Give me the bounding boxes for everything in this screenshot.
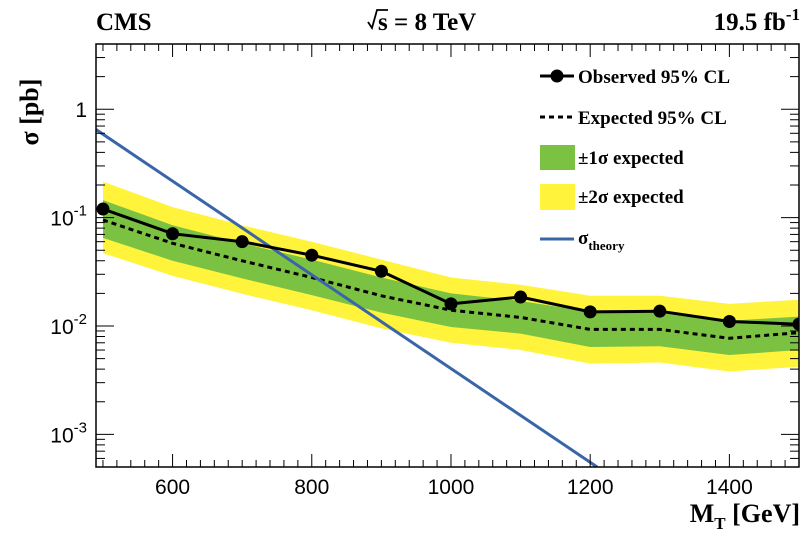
x-tick-label: 800: [294, 476, 329, 499]
x-axis-title-rest: [GeV]: [726, 499, 800, 528]
legend-1sigma-label: ±1σ expected: [578, 148, 684, 169]
x-axis-title-sub: T: [714, 514, 726, 533]
theory-line: [96, 128, 598, 467]
experiment-label: CMS: [96, 9, 152, 36]
sqrt-symbol: [367, 9, 388, 31]
legend-theory-label: σtheory: [578, 228, 625, 253]
observed-point: [583, 305, 597, 319]
observed-point: [444, 297, 458, 311]
y-tick-label: 10-3: [50, 419, 87, 447]
legend-theory-sub: theory: [588, 238, 625, 253]
observed-point: [235, 235, 249, 249]
y-tick-label: 10-2: [50, 311, 87, 339]
limit-lines: [96, 128, 800, 467]
legend-2sigma-swatch: [540, 184, 575, 210]
energy-sqrt-var: s: [378, 9, 388, 36]
observed-point: [96, 202, 110, 216]
legend-theory-main: σ: [578, 228, 589, 249]
x-tick-label: 1200: [567, 476, 614, 499]
legend-expected: Expected 95% CL: [540, 108, 727, 129]
x-tick-label: 600: [155, 476, 190, 499]
legend-observed-marker: [550, 69, 564, 83]
axis-ticks: 600 800 1000 1200 1400 10-3 10-2 10-1 1: [50, 43, 800, 499]
x-tick-label: 1400: [706, 476, 753, 499]
expected-bands: [103, 181, 799, 372]
legend-observed: Observed 95% CL: [540, 67, 730, 88]
legend-1sigma: ±1σ expected: [540, 145, 684, 170]
x-axis-title-main: M: [690, 499, 715, 528]
observed-point: [653, 304, 667, 318]
x-axis-title: MT [GeV]: [690, 499, 800, 533]
legend-observed-label: Observed 95% CL: [578, 67, 730, 88]
observed-point: [722, 315, 736, 329]
x-tick-label: 1000: [428, 476, 475, 499]
legend-2sigma: ±2σ expected: [540, 184, 684, 210]
y-axis-title: σ [pb]: [15, 79, 44, 146]
energy-value: = 8 TeV: [388, 9, 477, 36]
lumi-label: 19.5 fb-1: [714, 5, 800, 36]
legend-2sigma-label: ±2σ expected: [578, 187, 684, 208]
observed-point: [305, 248, 319, 262]
observed-point: [792, 317, 799, 331]
plot-frame: [95, 43, 800, 468]
lumi-value: 19.5 fb: [714, 9, 786, 36]
y-tick-label: 10-1: [50, 203, 87, 231]
y-tick-label: 1: [75, 99, 87, 122]
legend-expected-label: Expected 95% CL: [578, 108, 727, 129]
svg-text:s = 8 TeV: s = 8 TeV: [378, 9, 476, 36]
band-1sigma: [103, 200, 799, 355]
observed-point: [514, 290, 528, 304]
legend-theory: σtheory: [540, 228, 625, 253]
legend-1sigma-swatch: [540, 145, 575, 170]
energy-label: s = 8 TeV: [367, 9, 476, 36]
legend: Observed 95% CL Expected 95% CL ±1σ expe…: [540, 67, 730, 253]
plot-border: [95, 43, 800, 468]
lumi-exponent: -1: [786, 5, 800, 24]
observed-point: [166, 227, 180, 241]
observed-point: [374, 264, 388, 278]
expected-line: [102, 218, 800, 340]
